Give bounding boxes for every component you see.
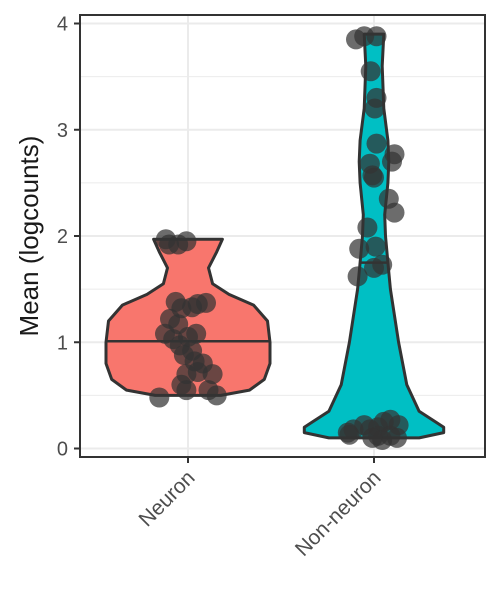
- y-tick-label: 4: [57, 14, 68, 36]
- data-point: [176, 231, 197, 252]
- data-point: [176, 380, 197, 401]
- data-point: [206, 385, 227, 406]
- data-point: [202, 364, 223, 385]
- data-point: [360, 61, 381, 82]
- data-point: [362, 427, 383, 448]
- x-tick-label: Non-neuron: [291, 466, 386, 561]
- data-point: [364, 98, 385, 119]
- data-point: [149, 387, 170, 408]
- y-tick-label: 0: [57, 439, 68, 461]
- data-point: [186, 323, 207, 344]
- data-point: [366, 133, 387, 154]
- data-point: [387, 427, 407, 448]
- data-point: [365, 236, 386, 257]
- data-point: [364, 167, 384, 188]
- x-tick-label: Neuron: [135, 466, 200, 531]
- data-point: [347, 266, 368, 287]
- y-tick-label: 1: [57, 332, 68, 354]
- y-tick-label: 2: [57, 226, 68, 248]
- data-point: [382, 151, 402, 172]
- data-point: [357, 217, 378, 238]
- violin-neuron: [104, 237, 272, 397]
- data-point: [364, 257, 384, 278]
- point-layer: [149, 26, 409, 450]
- data-point: [196, 292, 216, 313]
- data-point: [349, 238, 370, 259]
- y-axis-title: Mean (logcounts): [14, 136, 44, 337]
- data-point: [366, 26, 387, 47]
- y-tick-label: 3: [57, 120, 68, 142]
- data-point: [384, 202, 405, 223]
